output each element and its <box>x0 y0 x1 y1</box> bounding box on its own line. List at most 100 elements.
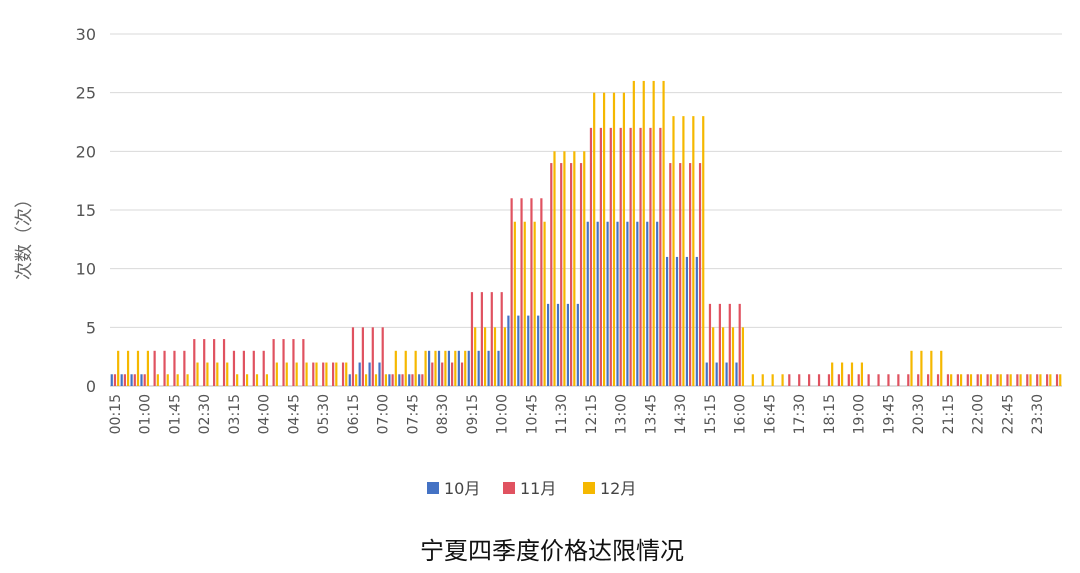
bar <box>398 374 401 386</box>
bar <box>173 350 176 386</box>
bar <box>302 339 305 386</box>
bar <box>345 362 348 386</box>
bar <box>976 374 979 386</box>
bar <box>907 374 910 386</box>
bar <box>500 292 503 386</box>
bar <box>272 339 275 386</box>
bar <box>897 374 900 386</box>
bar <box>136 350 140 386</box>
bar <box>553 151 556 386</box>
bar <box>1029 374 1032 386</box>
bar <box>831 362 834 386</box>
bar <box>414 350 417 386</box>
bar <box>1009 374 1012 386</box>
bar <box>467 350 470 386</box>
x-tick-label: 08:30 <box>435 394 451 434</box>
bar <box>986 374 989 386</box>
bar <box>401 374 404 386</box>
x-tick-label: 05:30 <box>316 394 332 434</box>
legend-swatch <box>503 482 515 494</box>
bar <box>877 374 880 386</box>
bar <box>543 221 546 386</box>
bar <box>665 256 669 386</box>
bar <box>537 315 540 386</box>
x-tick-label: 04:00 <box>257 394 273 434</box>
bar <box>216 362 219 386</box>
bar <box>153 350 156 386</box>
bar <box>560 163 563 386</box>
bar <box>226 362 229 386</box>
bar <box>186 374 189 386</box>
bar <box>887 374 890 386</box>
bar <box>123 374 126 386</box>
bar <box>490 292 493 386</box>
bar <box>646 221 649 386</box>
bar <box>656 221 659 386</box>
bar <box>850 362 854 386</box>
bar <box>441 362 444 386</box>
x-tick-label: 06:15 <box>346 394 362 434</box>
bar <box>606 221 609 386</box>
bar <box>1006 374 1009 386</box>
x-tick-label: 19:00 <box>852 394 868 434</box>
bar <box>457 350 460 386</box>
bar <box>840 362 844 386</box>
bar <box>550 163 553 386</box>
x-tick-label: 21:15 <box>941 394 957 434</box>
bar <box>285 362 288 386</box>
x-tick-label: 22:45 <box>1000 394 1016 434</box>
bar <box>464 350 467 386</box>
bar <box>728 303 731 386</box>
bar <box>979 374 983 386</box>
y-tick-label: 20 <box>76 142 96 161</box>
bar <box>408 374 411 386</box>
bar <box>593 92 596 387</box>
bar <box>708 303 712 386</box>
bar <box>817 374 821 386</box>
bar <box>583 151 586 386</box>
bar <box>404 350 407 386</box>
bar <box>427 350 431 386</box>
bar <box>695 256 698 386</box>
bar <box>335 362 338 386</box>
bar <box>368 362 371 386</box>
chart-title: 宁夏四季度价格达限情况 <box>420 537 684 565</box>
bar <box>1039 374 1042 386</box>
bar <box>305 362 308 386</box>
y-tick-label: 5 <box>86 318 96 337</box>
bar <box>738 303 741 386</box>
y-axis-ticks: 0 5 10 15 20 25 30 <box>76 25 96 396</box>
bar <box>589 127 593 387</box>
bar <box>679 163 682 386</box>
bar <box>315 362 318 386</box>
bar <box>573 151 576 386</box>
x-tick-label: 00:15 <box>108 394 124 434</box>
bar <box>236 374 239 386</box>
bar <box>371 327 374 386</box>
bar <box>920 350 923 386</box>
bar <box>388 374 391 386</box>
bar <box>520 198 523 386</box>
bar <box>351 327 355 386</box>
x-tick-label: 07:45 <box>405 394 421 434</box>
x-tick-label: 18:15 <box>822 394 838 434</box>
bar <box>996 374 999 386</box>
bar <box>262 350 265 386</box>
bar <box>685 256 689 386</box>
bar <box>156 374 159 386</box>
bar <box>639 127 642 387</box>
bar <box>652 80 655 387</box>
bar <box>632 80 635 387</box>
bar <box>798 374 801 386</box>
bar <box>120 374 123 386</box>
x-tick-label: 22:00 <box>971 394 987 434</box>
bar <box>163 350 166 386</box>
bar <box>358 362 361 386</box>
bar <box>662 80 665 387</box>
x-tick-label: 02:30 <box>197 394 213 434</box>
bar <box>692 116 695 386</box>
legend-swatch <box>427 482 439 494</box>
bar <box>940 350 943 386</box>
bar <box>203 339 206 386</box>
bar <box>959 374 963 386</box>
